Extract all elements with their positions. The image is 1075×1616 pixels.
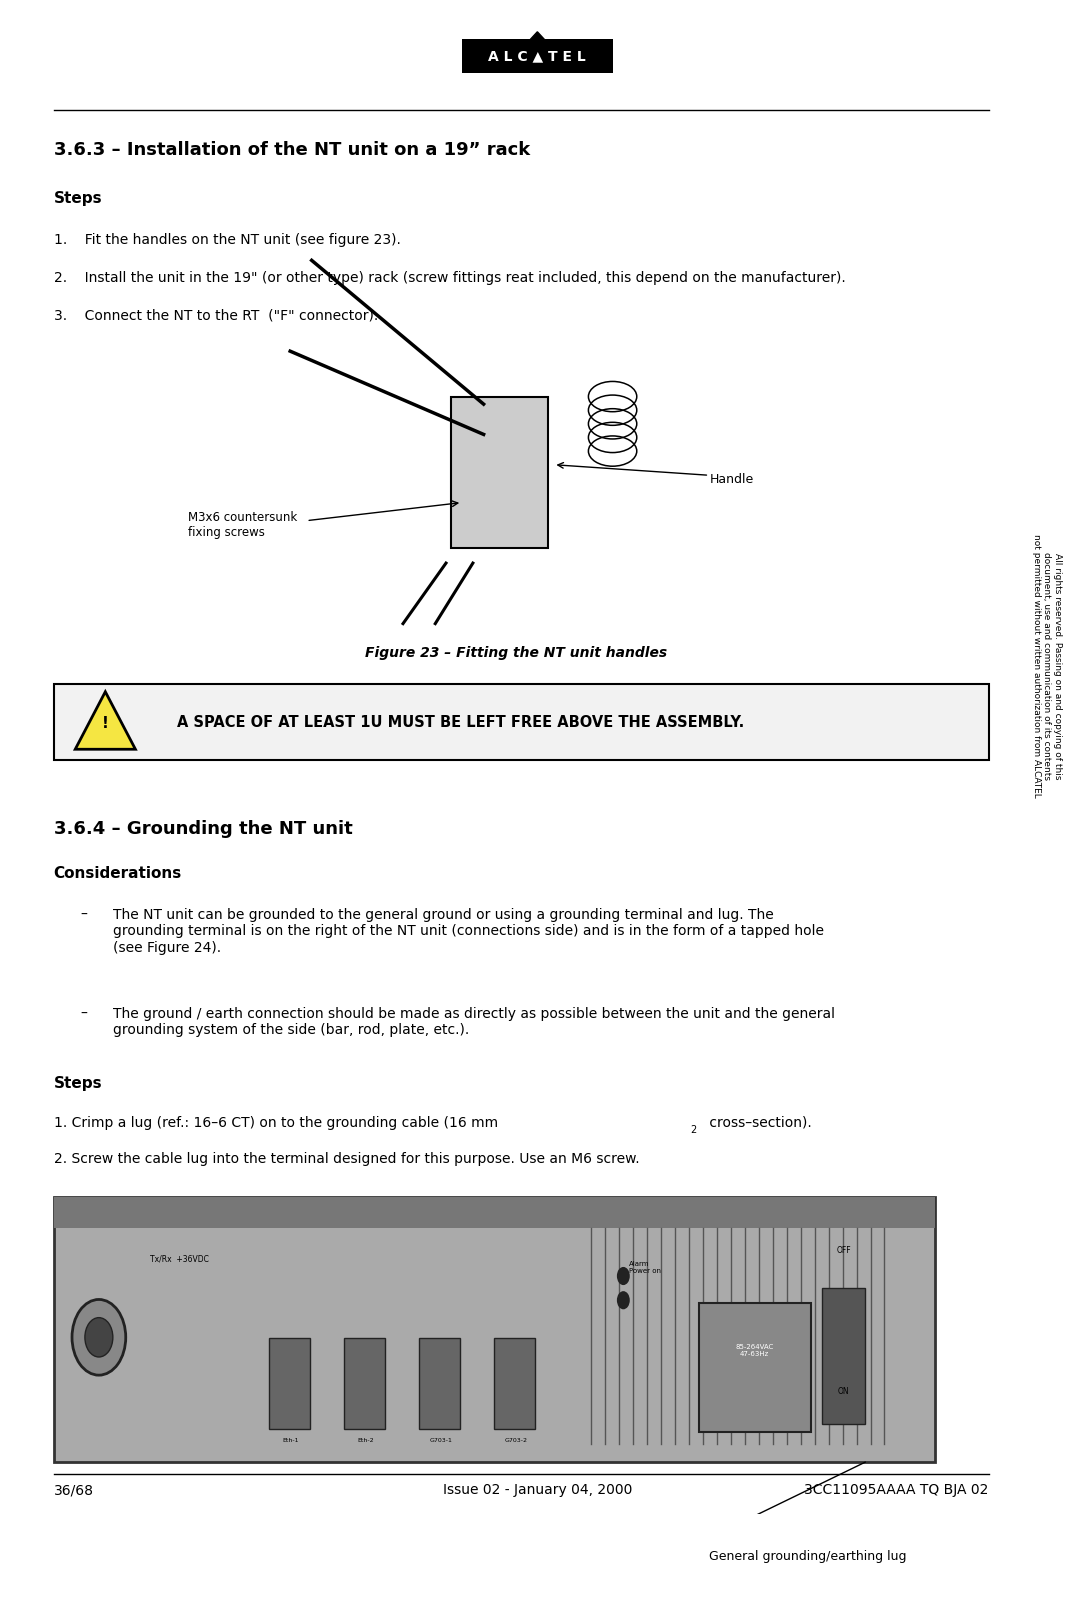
Text: All rights reserved. Passing on and copying of this
document, use and communicat: All rights reserved. Passing on and copy…	[1032, 535, 1062, 798]
Text: –: –	[81, 908, 87, 923]
Text: 3.6.4 – Grounding the NT unit: 3.6.4 – Grounding the NT unit	[54, 821, 353, 839]
FancyBboxPatch shape	[494, 1338, 535, 1429]
Text: Handle: Handle	[710, 473, 754, 486]
Text: 2.    Install the unit in the 19" (or other type) rack (screw fittings reat incl: 2. Install the unit in the 19" (or other…	[54, 271, 845, 284]
Circle shape	[617, 1267, 630, 1285]
Text: 3CC11095AAAA TQ BJA 02: 3CC11095AAAA TQ BJA 02	[804, 1483, 989, 1498]
Text: Issue 02 - January 04, 2000: Issue 02 - January 04, 2000	[443, 1483, 632, 1498]
Text: !: !	[102, 716, 109, 730]
FancyBboxPatch shape	[54, 684, 989, 760]
Circle shape	[617, 1291, 630, 1309]
Text: Considerations: Considerations	[54, 866, 182, 881]
Text: A SPACE OF AT LEAST 1U MUST BE LEFT FREE ABOVE THE ASSEMBLY.: A SPACE OF AT LEAST 1U MUST BE LEFT FREE…	[177, 714, 745, 729]
Text: G703-1: G703-1	[429, 1438, 453, 1443]
Text: 1. Crimp a lug (ref.: 16–6 CT) on to the grounding cable (16 mm: 1. Crimp a lug (ref.: 16–6 CT) on to the…	[54, 1115, 498, 1130]
Text: M3x6 countersunk
fixing screws: M3x6 countersunk fixing screws	[188, 511, 298, 540]
FancyBboxPatch shape	[54, 1197, 935, 1228]
FancyBboxPatch shape	[452, 396, 548, 548]
Text: A L C ▲ T E L: A L C ▲ T E L	[488, 48, 586, 63]
Polygon shape	[524, 32, 551, 47]
Text: 3.    Connect the NT to the RT  ("F" connector).: 3. Connect the NT to the RT ("F" connect…	[54, 309, 378, 323]
Text: The NT unit can be grounded to the general ground or using a grounding terminal : The NT unit can be grounded to the gener…	[113, 908, 823, 955]
Text: 3.6.3 – Installation of the NT unit on a 19” rack: 3.6.3 – Installation of the NT unit on a…	[54, 141, 530, 158]
Text: ON: ON	[837, 1387, 849, 1396]
Text: Steps: Steps	[54, 1076, 102, 1091]
Text: General grounding/earthing lug: General grounding/earthing lug	[710, 1550, 907, 1563]
Text: –: –	[81, 1007, 87, 1021]
Text: 2: 2	[690, 1125, 697, 1134]
FancyBboxPatch shape	[419, 1338, 460, 1429]
Text: 1.    Fit the handles on the NT unit (see figure 23).: 1. Fit the handles on the NT unit (see f…	[54, 233, 401, 247]
Text: 2. Screw the cable lug into the terminal designed for this purpose. Use an M6 sc: 2. Screw the cable lug into the terminal…	[54, 1152, 640, 1165]
Text: 85-264VAC
47-63Hz: 85-264VAC 47-63Hz	[735, 1345, 774, 1357]
Text: Alarm
Power on: Alarm Power on	[629, 1260, 661, 1273]
FancyBboxPatch shape	[822, 1288, 865, 1424]
Circle shape	[85, 1317, 113, 1357]
FancyBboxPatch shape	[462, 39, 613, 73]
Text: OFF: OFF	[836, 1246, 851, 1254]
Text: The ground / earth connection should be made as directly as possible between the: The ground / earth connection should be …	[113, 1007, 835, 1037]
Text: Steps: Steps	[54, 191, 102, 205]
Text: Eth-1: Eth-1	[282, 1438, 299, 1443]
FancyBboxPatch shape	[269, 1338, 310, 1429]
Text: cross–section).: cross–section).	[705, 1115, 812, 1130]
FancyBboxPatch shape	[699, 1302, 812, 1432]
Text: G703-2: G703-2	[504, 1438, 528, 1443]
Text: Figure 23 – Fitting the NT unit handles: Figure 23 – Fitting the NT unit handles	[364, 646, 666, 661]
FancyBboxPatch shape	[344, 1338, 385, 1429]
Polygon shape	[75, 692, 135, 750]
Text: Eth-2: Eth-2	[357, 1438, 374, 1443]
Text: 36/68: 36/68	[54, 1483, 94, 1498]
Circle shape	[72, 1299, 126, 1375]
Text: Tx/Rx  +36VDC: Tx/Rx +36VDC	[151, 1254, 210, 1264]
FancyBboxPatch shape	[54, 1197, 935, 1462]
